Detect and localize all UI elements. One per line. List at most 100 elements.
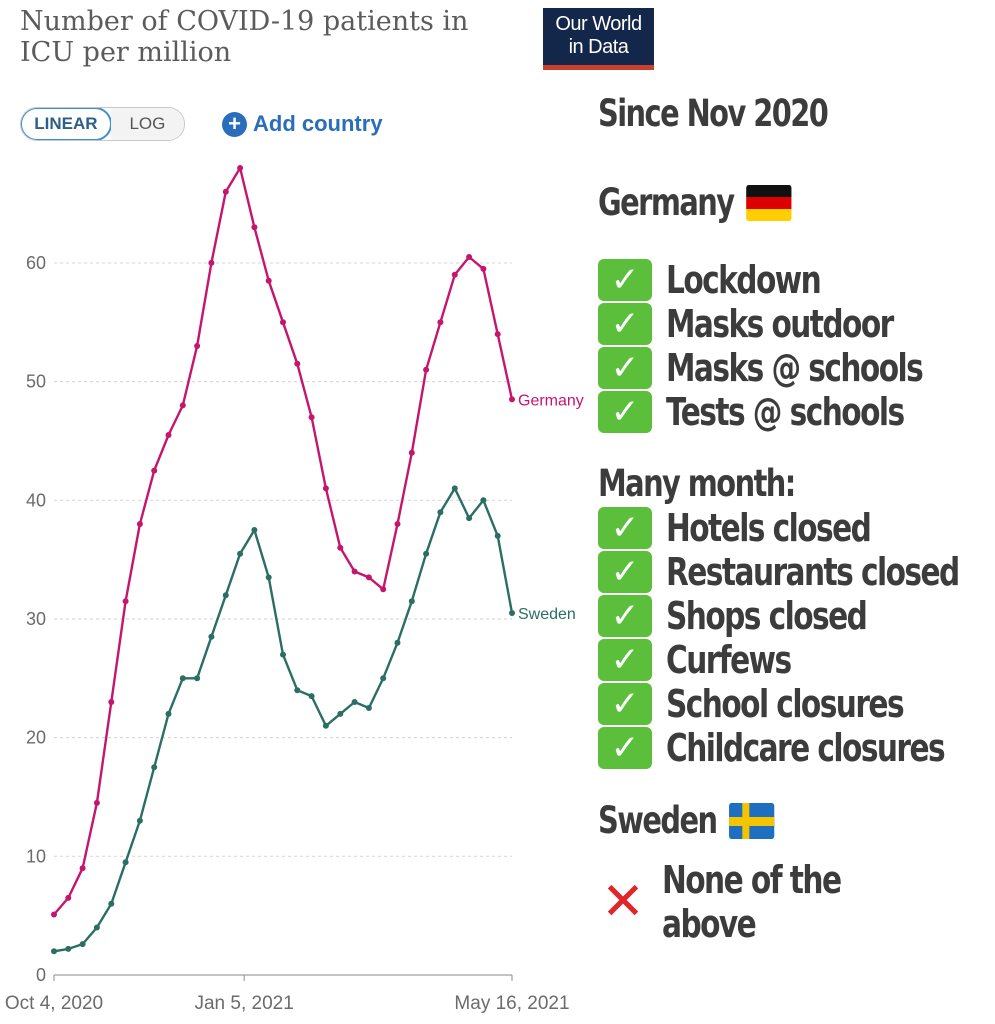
sweden-data-point[interactable] <box>322 722 329 729</box>
sweden-data-point[interactable] <box>165 710 172 717</box>
germany-data-point[interactable] <box>265 277 272 284</box>
plus-circle-icon: + <box>222 111 247 137</box>
check-mark-icon: ✓ <box>598 551 652 593</box>
germany-data-point[interactable] <box>337 544 344 551</box>
germany-data-point[interactable] <box>380 586 387 593</box>
sweden-data-point[interactable] <box>337 710 344 717</box>
germany-measure-item: ✓ Lockdown <box>598 258 995 302</box>
sweden-flag-icon <box>728 803 775 839</box>
many-month-measure-item-label: Curfews <box>666 638 792 682</box>
chart-title-line-2: ICU per million <box>20 37 232 68</box>
germany-measure-item: ✓ Masks @ schools <box>598 346 995 390</box>
sweden-data-point[interactable] <box>237 550 244 557</box>
germany-data-point[interactable] <box>280 319 286 326</box>
sweden-data-point[interactable] <box>480 497 487 504</box>
germany-data-point[interactable] <box>151 467 158 474</box>
germany-data-point[interactable] <box>509 396 515 403</box>
germany-data-point[interactable] <box>222 188 229 195</box>
sweden-data-point[interactable] <box>294 687 301 694</box>
chart-title: Number of COVID-19 patients in ICU per mi… <box>20 6 500 68</box>
sweden-data-point[interactable] <box>194 675 201 682</box>
sweden-data-point[interactable] <box>408 598 415 605</box>
many-month-measure-item: ✓ Childcare closures <box>598 726 995 770</box>
germany-measure-item-label: Lockdown <box>666 258 822 302</box>
sweden-data-point[interactable] <box>466 515 473 522</box>
germany-data-point[interactable] <box>408 449 415 456</box>
germany-series-line[interactable] <box>53 166 514 916</box>
sweden-data-point[interactable] <box>380 675 387 682</box>
many-month-heading: Many month: <box>598 462 796 505</box>
germany-data-point[interactable] <box>108 699 115 705</box>
sweden-data-point[interactable] <box>423 550 430 557</box>
germany-data-point[interactable] <box>65 894 72 901</box>
sweden-data-point[interactable] <box>437 509 444 516</box>
y-tick-label: 50 <box>26 372 46 392</box>
germany-data-point[interactable] <box>322 485 329 492</box>
sweden-data-point[interactable] <box>151 764 158 771</box>
series-layer <box>51 165 515 955</box>
germany-data-point[interactable] <box>423 366 430 373</box>
add-country-button[interactable]: + Add country <box>222 110 383 138</box>
sweden-data-point[interactable] <box>251 527 258 533</box>
grid-layer <box>54 262 512 976</box>
sweden-data-point[interactable] <box>51 948 57 955</box>
sweden-heading: Sweden <box>598 799 718 842</box>
sweden-data-point[interactable] <box>79 941 86 948</box>
sweden-data-point[interactable] <box>93 924 100 931</box>
germany-data-point[interactable] <box>394 521 401 527</box>
germany-data-point[interactable] <box>480 265 487 272</box>
sweden-data-point[interactable] <box>108 900 115 907</box>
many-month-measure-item: ✓ Restaurants closed <box>598 550 995 594</box>
sweden-data-point[interactable] <box>208 633 215 640</box>
sweden-note-row: ✕ None of the above <box>598 858 995 946</box>
sweden-series-line[interactable] <box>53 487 514 953</box>
germany-data-point[interactable] <box>494 331 501 338</box>
log-scale-button[interactable]: LOG <box>110 108 184 140</box>
germany-data-point[interactable] <box>93 799 100 806</box>
germany-heading-row: Germany <box>598 178 908 228</box>
germany-data-point[interactable] <box>308 414 315 421</box>
many-month-measure-item-label: Childcare closures <box>666 726 946 770</box>
germany-data-point[interactable] <box>251 224 258 231</box>
y-tick-labels: 0 10 20 30 40 50 60 <box>26 253 46 985</box>
series-labels: Germany Sweden <box>518 392 584 623</box>
germany-data-point[interactable] <box>194 343 201 349</box>
sweden-data-point[interactable] <box>365 705 372 711</box>
sweden-data-point[interactable] <box>451 485 458 492</box>
germany-data-point[interactable] <box>351 568 358 575</box>
germany-data-point[interactable] <box>294 360 301 367</box>
sweden-heading-row: Sweden <box>598 796 908 846</box>
germany-data-point[interactable] <box>136 521 143 527</box>
sweden-data-point[interactable] <box>122 859 129 866</box>
sweden-data-point[interactable] <box>394 639 401 646</box>
germany-data-point[interactable] <box>179 402 186 409</box>
sweden-data-point[interactable] <box>265 574 272 581</box>
germany-data-point[interactable] <box>451 271 458 278</box>
sweden-data-point[interactable] <box>136 817 143 824</box>
linear-scale-button[interactable]: LINEAR <box>21 108 112 140</box>
sweden-data-point[interactable] <box>179 675 186 682</box>
sweden-data-point[interactable] <box>509 610 515 616</box>
since-heading: Since Nov 2020 <box>598 92 829 135</box>
owid-logo[interactable]: Our World in Data <box>543 8 654 70</box>
sweden-data-point[interactable] <box>494 532 501 539</box>
germany-measure-item-label: Masks outdoor <box>666 302 894 346</box>
sweden-data-point[interactable] <box>280 651 286 658</box>
sweden-data-point[interactable] <box>308 693 315 700</box>
many-month-measure-item-label: Restaurants closed <box>666 550 960 594</box>
sweden-data-point[interactable] <box>222 592 229 599</box>
germany-data-point[interactable] <box>466 254 473 260</box>
germany-data-point[interactable] <box>165 432 172 438</box>
germany-data-point[interactable] <box>122 598 129 605</box>
many-month-measure-item: ✓ Curfews <box>598 638 995 682</box>
germany-data-point[interactable] <box>237 165 244 171</box>
sweden-data-point[interactable] <box>351 699 358 705</box>
germany-data-point[interactable] <box>208 259 215 266</box>
germany-data-point[interactable] <box>437 319 444 326</box>
sweden-data-point[interactable] <box>65 945 72 952</box>
germany-data-point[interactable] <box>365 574 372 581</box>
germany-data-point[interactable] <box>51 911 57 918</box>
germany-data-point[interactable] <box>79 865 86 872</box>
germany-flag-icon <box>745 185 792 221</box>
many-month-measure-item: ✓ School closures <box>598 682 995 726</box>
